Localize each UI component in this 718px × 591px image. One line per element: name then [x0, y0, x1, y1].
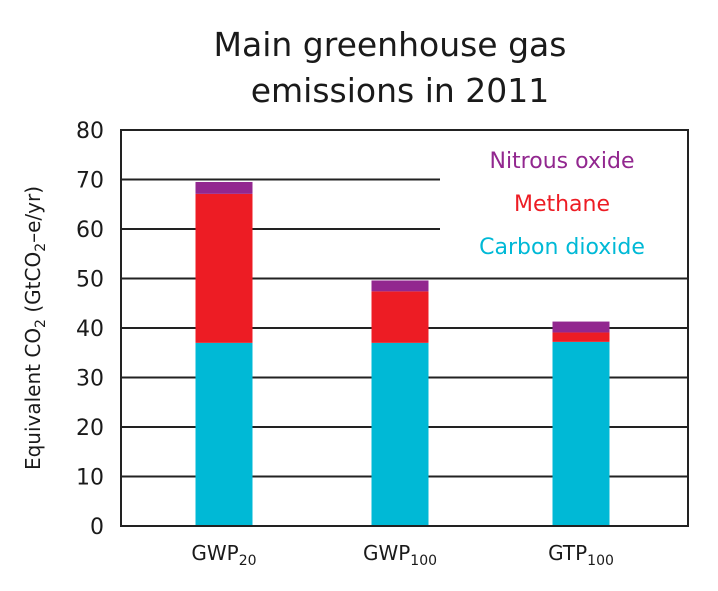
bar-segment-methane [195, 193, 253, 343]
y-tick-label: 80 [76, 119, 104, 144]
y-tick-label: 30 [76, 367, 104, 392]
legend-item: Carbon dioxide [479, 235, 645, 260]
x-tick-label: GWP20 [191, 541, 256, 569]
bar-segment-methane [371, 291, 429, 343]
y-tick-label: 60 [76, 218, 104, 243]
y-tick-label: 10 [76, 466, 104, 491]
y-tick-label: 50 [76, 268, 104, 293]
chart-title-line-2: emissions in 2011 [251, 71, 550, 110]
bar-segment-nitrous-oxide [552, 321, 610, 333]
y-tick-label: 0 [90, 515, 104, 540]
x-tick-label: GTP100 [548, 541, 614, 569]
bar-segment-nitrous-oxide [195, 181, 253, 194]
bar-segment-carbon-dioxide [195, 342, 253, 526]
y-tick-label: 70 [76, 169, 104, 194]
bar-segment-carbon-dioxide [371, 342, 429, 526]
bar-segment-carbon-dioxide [552, 341, 610, 526]
plot-frame [120, 129, 689, 527]
x-tick-label: GWP100 [363, 541, 437, 569]
legend-item: Methane [514, 192, 610, 217]
y-tick-label: 20 [76, 416, 104, 441]
chart-title-line-1: Main greenhouse gas [214, 25, 567, 64]
y-axis-label: Equivalent CO2 (GtCO2–e/yr) [21, 186, 49, 470]
bar-segment-methane [552, 332, 610, 342]
bar-segment-nitrous-oxide [371, 280, 429, 292]
legend-item: Nitrous oxide [489, 149, 634, 174]
y-tick-label: 40 [76, 317, 104, 342]
